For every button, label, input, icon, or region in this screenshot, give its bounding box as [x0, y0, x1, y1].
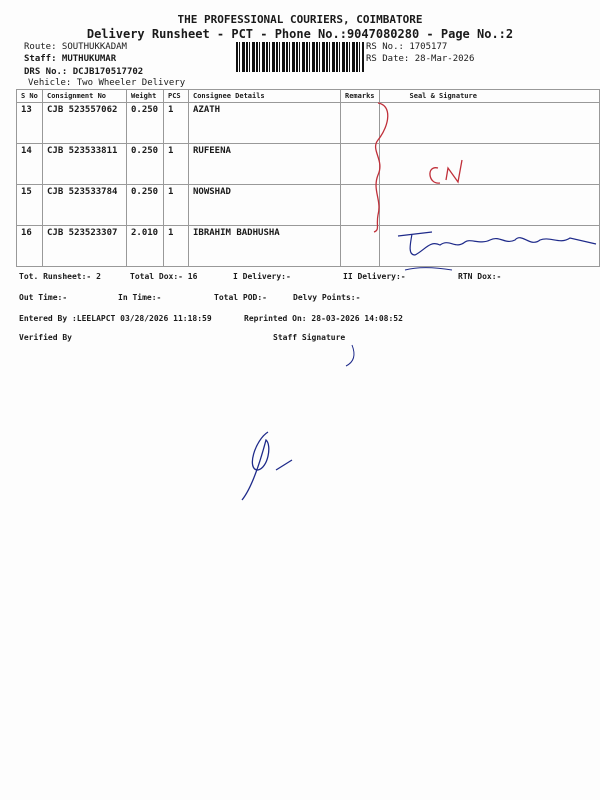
tot-runsheet: Tot. Runsheet:- 2	[19, 272, 101, 281]
consignee: AZATH	[188, 102, 341, 144]
consignment-no: CJB 523557062	[42, 102, 127, 144]
table-row: 15 CJB 523533784 0.250 1 NOWSHAD	[16, 184, 600, 226]
reprinted-on: Reprinted On: 28-03-2026 14:08:52	[244, 314, 403, 323]
ii-delivery: II Delivery:-	[343, 272, 406, 281]
staff-signature-label: Staff Signature	[273, 333, 346, 342]
remarks	[340, 143, 380, 185]
staff: Staff: MUTHUKUMAR	[24, 54, 117, 64]
i-delivery: I Delivery:-	[233, 272, 291, 281]
blue-stroke	[404, 267, 453, 271]
consignee: IBRAHIM BADHUSHA	[188, 225, 341, 267]
blue-verified-signature	[241, 431, 293, 501]
pcs: 1	[163, 102, 189, 144]
col-signature: Seal & Signature	[378, 89, 600, 103]
sno: 14	[16, 143, 43, 185]
col-remarks: Remarks	[340, 89, 380, 103]
consignee: NOWSHAD	[188, 184, 341, 226]
drs-no: DRS No.: DCJB170517702	[24, 67, 144, 77]
consignment-no: CJB 523533811	[42, 143, 127, 185]
sno: 15	[16, 184, 43, 226]
table-row: 13 CJB 523557062 0.250 1 AZATH	[16, 102, 600, 144]
rs-date: RS Date: 28-Mar-2026	[366, 54, 475, 64]
delvy-points: Delvy Points:-	[293, 293, 361, 302]
entered-by: Entered By :LEELAPCT 03/28/2026 11:18:59	[19, 314, 212, 323]
col-consignee: Consignee Details	[188, 89, 341, 103]
pcs: 1	[163, 225, 189, 267]
signature-cell	[378, 102, 600, 144]
in-time: In Time:-	[118, 293, 162, 302]
pcs: 1	[163, 143, 189, 185]
consignment-no: CJB 523533784	[42, 184, 127, 226]
barcode	[236, 42, 364, 72]
verified-by: Verified By	[19, 333, 72, 342]
remarks	[340, 102, 380, 144]
signature-cell	[378, 184, 600, 226]
weight: 0.250	[126, 102, 164, 144]
pcs: 1	[163, 184, 189, 226]
runsheet-title: Delivery Runsheet - PCT - Phone No.:9047…	[86, 27, 514, 41]
remarks	[340, 184, 380, 226]
consignee: RUFEENA	[188, 143, 341, 185]
total-dox: Total Dox:- 16	[130, 272, 198, 281]
route: Route: SOUTHUKKADAM	[24, 42, 127, 52]
consignment-no: CJB 523523307	[42, 225, 127, 267]
company-title: THE PROFESSIONAL COURIERS, COIMBATORE	[177, 13, 423, 26]
weight: 2.010	[126, 225, 164, 267]
col-weight: Weight	[126, 89, 164, 103]
blue-tick	[345, 344, 355, 367]
col-sno: S No	[16, 89, 43, 103]
col-pcs: PCS	[163, 89, 189, 103]
total-pod: Total POD:-	[214, 293, 267, 302]
weight: 0.250	[126, 184, 164, 226]
table-header: S No Consignment No Weight PCS Consignee…	[16, 89, 600, 103]
table-row: 14 CJB 523533811 0.250 1 RUFEENA	[16, 143, 600, 185]
sno: 16	[16, 225, 43, 267]
signature-cell	[378, 143, 600, 185]
col-consignment: Consignment No	[42, 89, 127, 103]
out-time: Out Time:-	[19, 293, 68, 302]
rs-no: RS No.: 1705177	[366, 42, 448, 52]
sno: 13	[16, 102, 43, 144]
remarks	[340, 225, 380, 267]
rtn-dox: RTN Dox:-	[458, 272, 502, 281]
signature-cell	[378, 225, 600, 267]
vehicle: Vehicle: Two Wheeler Delivery	[28, 78, 186, 88]
consignment-table: S No Consignment No Weight PCS Consignee…	[16, 89, 600, 267]
table-row: 16 CJB 523523307 2.010 1 IBRAHIM BADHUSHA	[16, 225, 600, 267]
weight: 0.250	[126, 143, 164, 185]
